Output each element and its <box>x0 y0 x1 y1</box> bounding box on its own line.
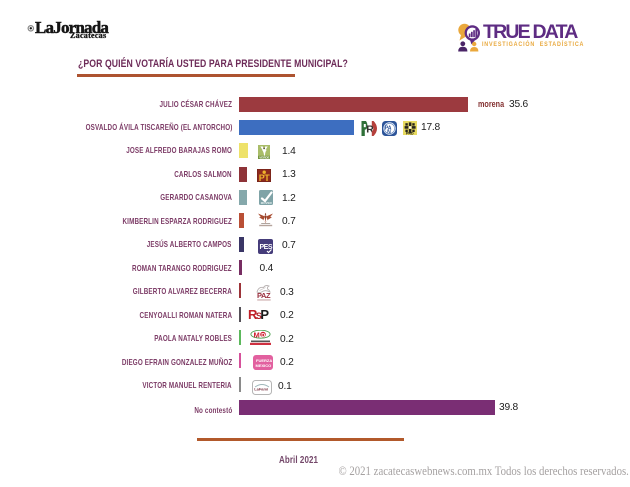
svg-text:VERDE: VERDE <box>259 155 269 158</box>
svg-text:R: R <box>366 123 374 135</box>
svg-text:PAZ: PAZ <box>257 291 271 300</box>
svg-text:N: N <box>387 129 391 135</box>
svg-text:PRD: PRD <box>406 131 414 135</box>
svg-text:D: D <box>261 332 265 338</box>
svg-text:FUERZA: FUERZA <box>256 358 272 363</box>
svg-text:MEXICO: MEXICO <box>256 363 272 368</box>
svg-text:PA: PA <box>385 125 392 131</box>
svg-text:M: M <box>254 330 260 339</box>
svg-text:PES: PES <box>259 244 272 251</box>
svg-text:LaFami: LaFami <box>254 387 268 392</box>
svg-text:MOVER: MOVER <box>261 201 273 205</box>
svg-text:PT: PT <box>259 172 271 181</box>
